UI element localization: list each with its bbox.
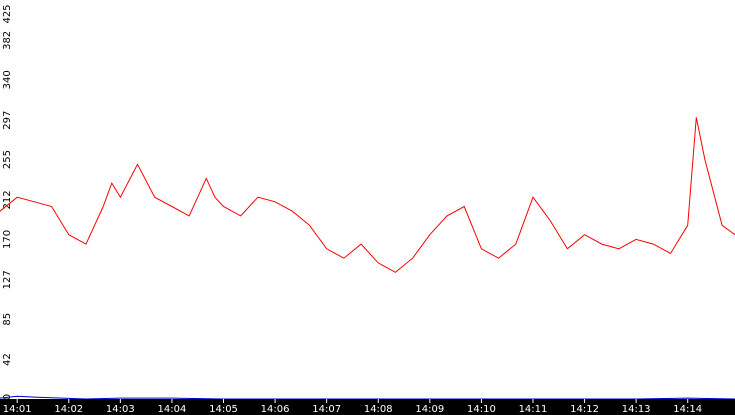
x-axis: 14:01 14:02 14:03 14:04 14:05 14:06 14:07 14:08… — [3, 399, 702, 415]
x-tick-label: 14:08 — [364, 404, 393, 415]
y-tick-label: 425 — [2, 4, 13, 23]
x-tick-label: 14:01 — [3, 404, 32, 415]
x-tick-label: 14:07 — [312, 404, 341, 415]
y-tick-label: 297 — [2, 111, 13, 130]
y-tick-label: 212 — [2, 190, 13, 209]
x-tick-label: 14:09 — [415, 404, 444, 415]
x-tick-label: 14:02 — [54, 404, 83, 415]
y-tick-label: 85 — [2, 313, 13, 326]
y-tick-label: 127 — [2, 270, 13, 289]
x-tick-label: 14:03 — [106, 404, 135, 415]
y-tick-label: 382 — [2, 31, 13, 50]
x-tick-label: 14:04 — [158, 404, 187, 415]
x-tick-label: 14:13 — [622, 404, 651, 415]
y-tick-label: 340 — [2, 70, 13, 89]
x-tick-label: 14:12 — [570, 404, 599, 415]
series-line-1 — [0, 117, 735, 273]
x-axis-bar — [0, 399, 735, 415]
x-tick-label: 14:14 — [673, 404, 702, 415]
y-tick-label: 170 — [2, 230, 13, 249]
y-tick-label: 42 — [2, 353, 13, 366]
x-tick-label: 14:05 — [209, 404, 238, 415]
x-tick-label: 14:06 — [261, 404, 290, 415]
x-tick-label: 14:10 — [467, 404, 496, 415]
x-tick-label: 14:11 — [519, 404, 548, 415]
y-tick-label: 255 — [2, 150, 13, 169]
